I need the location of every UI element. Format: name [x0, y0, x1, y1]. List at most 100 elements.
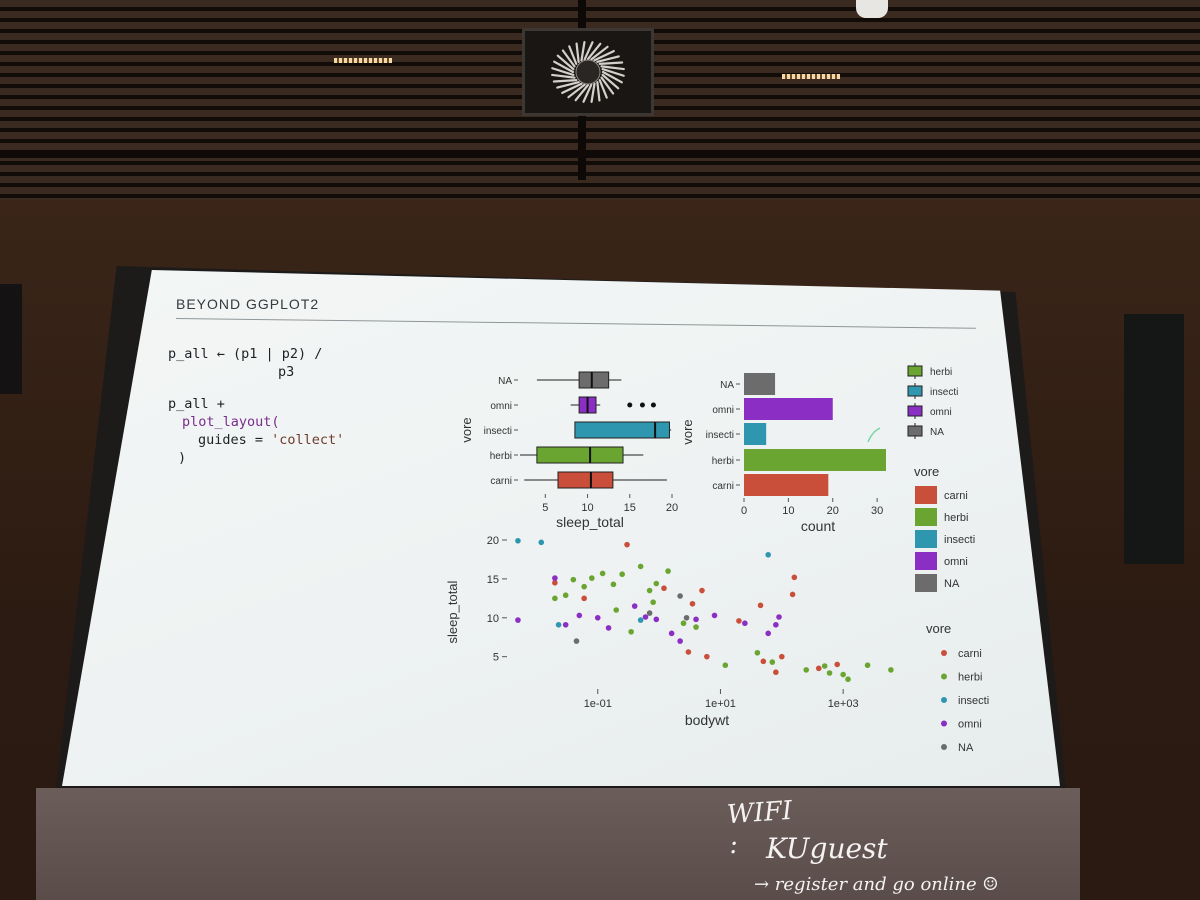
- vent-blade: [561, 49, 576, 68]
- scatter-point-herbi: [552, 595, 558, 602]
- scatter-point-omni: [693, 616, 699, 623]
- ceiling-light-right: [782, 74, 840, 79]
- legend-b-label: omni: [944, 556, 968, 568]
- bar-x-tick-label: 30: [871, 505, 883, 517]
- legend-c-title: vore: [926, 621, 951, 636]
- scatter-point-carni: [760, 658, 767, 665]
- legend-b-key-insecti: [915, 530, 937, 548]
- vent-blade: [553, 60, 575, 74]
- scatter-point-herbi: [864, 662, 871, 669]
- legend-c-key-insecti: [941, 697, 947, 703]
- code-function: plot_layout(: [182, 414, 280, 430]
- scatter-point-insecti: [765, 551, 771, 558]
- legend-c-label: NA: [958, 742, 974, 754]
- box-y-tick-label: insecti: [484, 426, 512, 437]
- box-x-axis-title: sleep_total: [556, 514, 624, 530]
- vent-blade: [583, 41, 594, 61]
- box-x-tick-label: 15: [624, 502, 636, 514]
- scatter-point-omni: [631, 603, 638, 609]
- scatter-point-carni: [815, 665, 822, 672]
- bar-y-tick-label: omni: [712, 405, 734, 416]
- scatter-point-carni: [624, 541, 630, 548]
- legend-b-key-herbi: [915, 508, 937, 526]
- scatter-y-tick-label: 15: [487, 574, 499, 586]
- legend-c-label: herbi: [958, 672, 982, 684]
- scatter-x-axis-title: bodywt: [685, 712, 729, 728]
- scatter-y-tick-label: 20: [487, 535, 499, 547]
- vent-blade: [601, 70, 623, 84]
- scatter-point-herbi: [610, 581, 617, 588]
- scatter-point-insecti: [555, 621, 562, 628]
- vent-blade: [598, 79, 608, 99]
- scatter-point-carni: [789, 591, 796, 598]
- legend-a-label: insecti: [930, 387, 958, 398]
- scatter-point-herbi: [665, 568, 671, 574]
- scatter-point-herbi: [680, 620, 687, 627]
- code-line-5: guides = 'collect': [168, 431, 344, 449]
- speaker-left: [0, 284, 22, 394]
- vent-blade: [567, 83, 586, 99]
- scatter-point-omni: [605, 625, 612, 631]
- box-y-tick-label: carni: [490, 476, 512, 487]
- vent-blade: [600, 76, 615, 95]
- scatter-point-carni: [552, 579, 558, 586]
- scatter-point-carni: [773, 669, 779, 676]
- scatter-point-carni: [736, 618, 742, 624]
- wifi-network-name: KUguest: [766, 832, 888, 865]
- box-carni: [557, 471, 614, 489]
- scatter-point-herbi: [628, 628, 634, 635]
- vent-blade: [575, 42, 580, 63]
- scatter-point-omni: [642, 614, 649, 620]
- ceiling-vent: [522, 28, 654, 116]
- scatter-point-herbi: [570, 576, 577, 583]
- legend-c-key-na: [941, 744, 947, 750]
- vent-blade: [590, 45, 609, 61]
- code-string: 'collect': [271, 432, 345, 448]
- scatter-point-omni: [594, 614, 601, 621]
- legend-a-label: omni: [930, 407, 952, 418]
- bar-x-tick-label: 0: [741, 505, 747, 517]
- bar-carni: [744, 474, 829, 496]
- bar-y-tick-label: NA: [720, 380, 734, 391]
- scatter-point-herbi: [619, 571, 625, 578]
- legend-b-key-omni: [915, 552, 937, 570]
- box-herbi: [536, 446, 624, 464]
- scatter-point-carni: [581, 595, 587, 602]
- scatter-point-insecti: [538, 539, 545, 546]
- scatter-x-tick-label: 1e+03: [828, 698, 859, 710]
- vent-blade: [551, 73, 576, 79]
- scatter-point-herbi: [803, 667, 810, 673]
- vent-blade: [568, 45, 578, 65]
- scatter-point-na: [677, 593, 683, 599]
- scatter-point-herbi: [888, 667, 894, 673]
- bar-omni: [744, 398, 833, 420]
- code-block: p_all ← (p1 | p2) / p3 p_all + plot_layo…: [168, 345, 344, 467]
- vent-blade: [596, 55, 620, 63]
- scatter-point-herbi: [581, 583, 587, 590]
- box-insecti: [574, 421, 670, 439]
- vent-blade: [586, 42, 602, 61]
- legend-b-label: NA: [944, 578, 960, 590]
- bar-y-tick-label: carni: [712, 481, 734, 492]
- scatter-plot: 5 10 15 20 1e-01 1e+01 1e+03 bodywt sleep_total: [445, 535, 894, 728]
- projection-screen: [62, 270, 1060, 786]
- box-x-tick-label: 5: [542, 502, 548, 514]
- vent-blade: [600, 65, 625, 71]
- code-line-1: p_all ← (p1 | p2) /: [168, 346, 323, 362]
- vent-blade: [593, 49, 615, 62]
- code-line-4: plot_layout(: [168, 413, 344, 431]
- scatter-point-herbi: [845, 676, 851, 683]
- box-outlier: [650, 402, 656, 408]
- legend-c-key-herbi: [941, 673, 947, 680]
- bar-herbi: [744, 449, 886, 471]
- code-line-2: p3: [278, 364, 295, 380]
- scatter-point-na: [646, 610, 653, 616]
- scatter-point-carni: [685, 649, 692, 655]
- vent-blade: [582, 83, 593, 103]
- box-outlier: [627, 402, 633, 408]
- bar-na: [744, 373, 776, 395]
- legend-c-key-carni: [941, 650, 947, 656]
- smoke-detector: [856, 0, 888, 18]
- box-y-tick-label: herbi: [490, 451, 512, 462]
